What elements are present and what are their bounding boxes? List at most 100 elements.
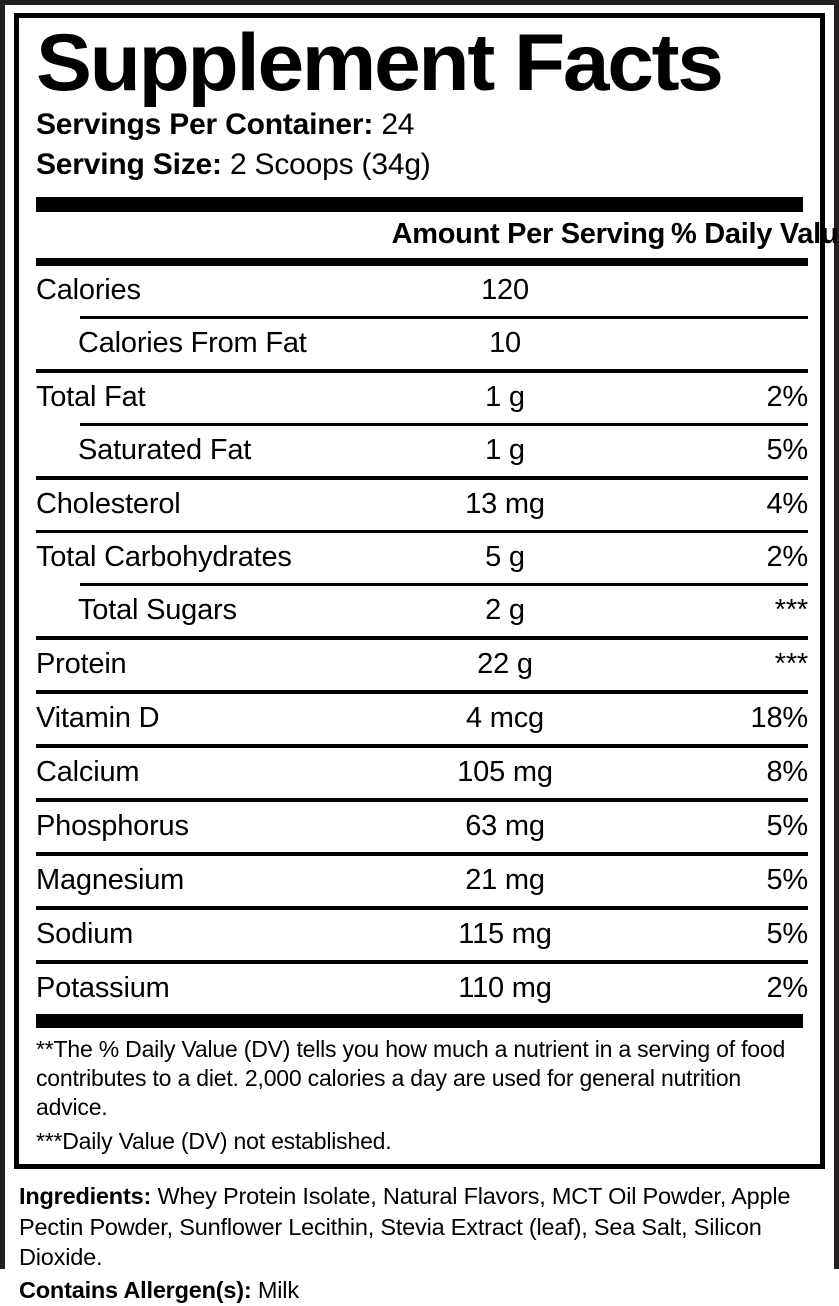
nutrient-name: Cholesterol (36, 487, 181, 520)
table-rule-line (36, 315, 808, 319)
table-rule-line (36, 959, 808, 964)
allergen-text: Milk (257, 1276, 299, 1303)
rule-indent (80, 315, 808, 319)
rule-indent (80, 422, 808, 426)
nutrient-amount: 120 (481, 273, 529, 306)
column-header-amount: Amount Per Serving (391, 217, 666, 250)
table-rule (36, 743, 808, 748)
ingredients-label: Ingredients: (19, 1183, 152, 1210)
nutrient-name: Total Carbohydrates (36, 540, 292, 573)
nutrient-name: Total Sugars (78, 593, 237, 626)
nutrient-daily-value: *** (774, 593, 808, 626)
table-row: Total Fat 1 g 2% (36, 373, 808, 423)
nutrient-amount: 105 mg (457, 755, 553, 788)
table-rule (36, 368, 808, 373)
nutrient-amount: 22 g (477, 647, 533, 680)
table-row: Calories 120 (36, 266, 808, 316)
column-header-daily-value: % Daily Value** (671, 217, 839, 250)
rule-indent (80, 582, 808, 586)
nutrient-amount: 115 mg (458, 917, 552, 950)
table-rule (36, 635, 808, 640)
ingredients-text: Whey Protein Isolate, Natural Flavors, M… (19, 1183, 791, 1271)
nutrient-name: Phosphorus (36, 809, 189, 842)
nutrient-daily-value (671, 319, 808, 369)
table-rule (36, 851, 808, 856)
rule-med (36, 743, 808, 748)
serving-size-value: 2 Scoops (34g) (229, 147, 431, 181)
nutrient-amount: 4 mcg (466, 701, 544, 734)
nutrient-name: Magnesium (36, 863, 185, 896)
servings-per-container-value: 24 (381, 108, 415, 142)
footer-bar-thick (36, 1013, 803, 1028)
table-rule-line (36, 422, 808, 426)
table-row: Calories From Fat 10 (36, 319, 808, 369)
footnote: ***Daily Value (DV) not established. (36, 1127, 392, 1154)
table-rule-line (36, 905, 808, 910)
rule-thin (36, 529, 808, 533)
table-rule (36, 959, 808, 964)
table-row: Potassium 110 mg 2% (36, 964, 808, 1014)
table-rule (36, 797, 808, 802)
column-header-name (36, 212, 381, 258)
table-row: Total Sugars 2 g *** (36, 586, 808, 636)
table-rule (36, 315, 808, 319)
nutrient-daily-value: 5% (766, 863, 808, 896)
rule-med (36, 851, 808, 856)
table-rule-line (36, 743, 808, 748)
nutrient-name: Total Fat (36, 380, 146, 413)
page-title: Supplement Facts (36, 18, 724, 108)
header-bar-thick (36, 196, 803, 212)
table-rule-line (36, 635, 808, 640)
nutrient-daily-value: 5% (766, 917, 808, 950)
table-row: Calcium 105 mg 8% (36, 748, 808, 798)
serving-size-label: Serving Size: (36, 147, 222, 181)
rule-med (36, 959, 808, 964)
table-row: Phosphorus 63 mg 5% (36, 802, 808, 852)
ingredients-section: Ingredients: Whey Protein Isolate, Natur… (19, 1181, 820, 1305)
nutrient-amount: 2 g (485, 593, 525, 626)
table-rule-line (36, 689, 808, 694)
nutrition-table: Amount Per Serving % Daily Value** Calor… (36, 212, 839, 1014)
rule-med (36, 475, 808, 480)
table-rule (36, 257, 808, 266)
nutrient-daily-value (671, 266, 808, 316)
nutrient-daily-value: 4% (766, 487, 808, 520)
table-rule-line (36, 797, 808, 802)
rule-med (36, 905, 808, 910)
ingredients-line: Ingredients: Whey Protein Isolate, Natur… (19, 1181, 820, 1273)
table-row: Total Carbohydrates 5 g 2% (36, 533, 808, 583)
rule-med (36, 368, 808, 373)
footnotes: **The % Daily Value (DV) tells you how m… (36, 1028, 803, 1157)
servings-per-container: Servings Per Container: 24 (36, 105, 803, 145)
nutrient-name: Vitamin D (36, 701, 160, 734)
nutrient-name: Potassium (36, 971, 170, 1004)
table-rule (36, 905, 808, 910)
nutrient-name: Protein (36, 647, 127, 680)
nutrient-amount: 13 mg (465, 487, 545, 520)
table-row: Protein 22 g *** (36, 640, 808, 690)
nutrient-daily-value: *** (774, 647, 808, 680)
table-rule-line (36, 475, 808, 480)
serving-size: Serving Size: 2 Scoops (34g) (36, 145, 803, 185)
allergen-label: Contains Allergen(s): (19, 1276, 252, 1303)
nutrient-amount: 110 mg (458, 971, 552, 1004)
table-rule-line (36, 529, 808, 533)
table-row: Saturated Fat 1 g 5% (36, 426, 808, 476)
rule-med (36, 635, 808, 640)
table-rule-line (36, 368, 808, 373)
table-rule (36, 582, 808, 586)
nutrient-amount: 21 mg (465, 863, 545, 896)
nutrient-name: Sodium (36, 917, 134, 950)
nutrient-name: Calcium (36, 755, 140, 788)
nutrient-amount: 10 (489, 326, 521, 359)
servings-per-container-label: Servings Per Container: (36, 108, 374, 142)
table-rule-line (36, 851, 808, 856)
nutrient-daily-value: 2% (766, 540, 808, 573)
nutrient-name: Calories From Fat (78, 326, 307, 359)
nutrient-daily-value: 8% (766, 755, 808, 788)
table-row: Magnesium 21 mg 5% (36, 856, 808, 906)
nutrient-amount: 63 mg (465, 809, 545, 842)
table-rule (36, 422, 808, 426)
nutrient-daily-value: 2% (766, 380, 808, 413)
